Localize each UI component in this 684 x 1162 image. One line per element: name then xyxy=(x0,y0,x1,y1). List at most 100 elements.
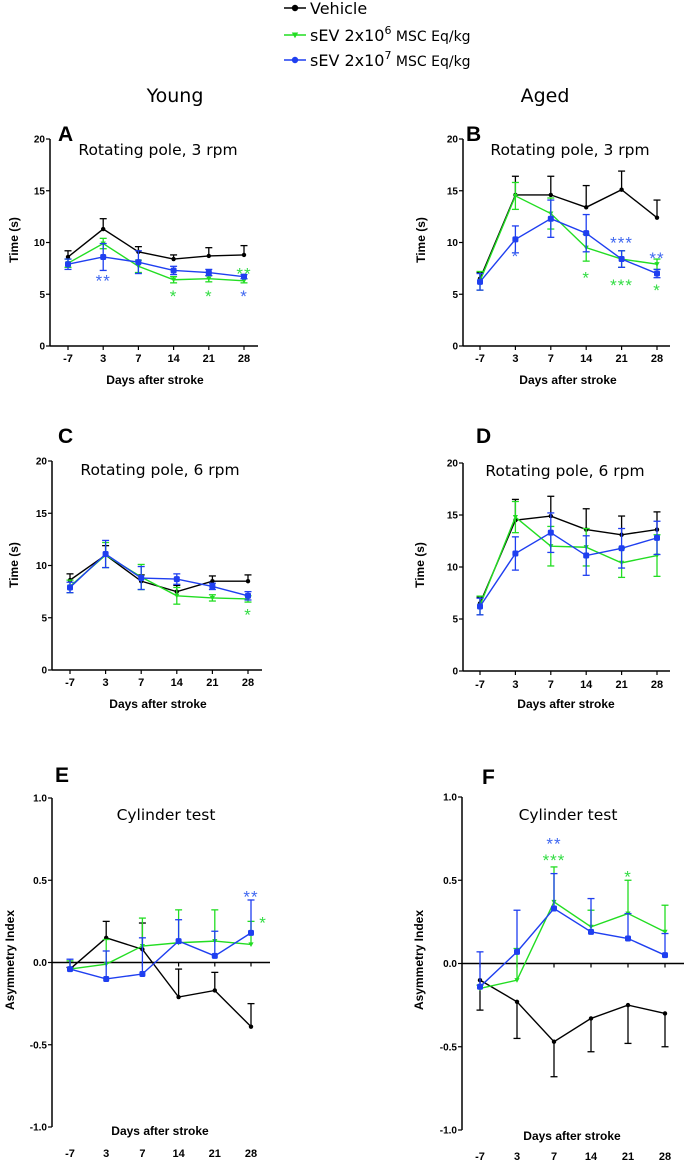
x-tick-label: 14 xyxy=(167,353,180,365)
y-tick-label: 10 xyxy=(34,238,46,249)
marker-triangle xyxy=(248,942,254,948)
series-sev-2x10e6 xyxy=(476,500,661,616)
data-point xyxy=(512,550,519,557)
significance-marker: *** xyxy=(543,851,566,870)
x-tick-label: 21 xyxy=(209,1148,221,1160)
data-point xyxy=(477,603,483,610)
x-tick-label: 28 xyxy=(651,679,663,691)
y-tick-label: 10 xyxy=(447,238,459,249)
x-tick-label: 28 xyxy=(238,353,250,365)
column-header-aged: Aged xyxy=(521,85,570,107)
significance-marker: * xyxy=(582,269,590,288)
chart-title: Cylinder test xyxy=(519,806,618,824)
y-axis-label: Asymmetry Index xyxy=(412,910,426,1010)
x-axis-label: Days after stroke xyxy=(111,1124,209,1138)
series-line xyxy=(479,900,666,990)
data-point xyxy=(65,261,71,268)
significance-marker: * xyxy=(512,247,520,266)
x-tick-label: 3 xyxy=(512,679,518,691)
panel-letter: F xyxy=(482,766,495,789)
series-sev-2x10e7 xyxy=(64,242,248,280)
series-line xyxy=(67,256,245,278)
panel-letter: B xyxy=(466,123,481,146)
series-sev-2x10e7 xyxy=(476,199,661,291)
data-point xyxy=(102,551,109,558)
marker-triangle xyxy=(209,595,215,601)
y-tick-label: 20 xyxy=(36,457,48,468)
data-point xyxy=(248,1024,254,1029)
data-point xyxy=(135,259,142,266)
y-tick-label: 5 xyxy=(39,290,45,301)
significance-marker: * xyxy=(244,605,252,624)
significance-marker: * xyxy=(170,287,178,306)
series-line xyxy=(479,515,658,604)
y-tick-label: 0.5 xyxy=(33,876,47,887)
y-axis-label: Asymmetry Index xyxy=(3,910,17,1010)
x-tick-label: 14 xyxy=(580,679,593,691)
x-axis-label: Days after stroke xyxy=(109,697,207,711)
y-tick-label: 5 xyxy=(452,290,458,301)
data-point xyxy=(618,545,625,552)
data-point xyxy=(662,1011,668,1016)
series-sev-2x10e7 xyxy=(66,899,255,982)
chart-title: Rotating pole, 6 rpm xyxy=(485,462,644,480)
series-line xyxy=(69,937,252,1028)
significance-marker: * xyxy=(259,914,267,933)
data-point xyxy=(583,552,590,559)
x-tick-label: 7 xyxy=(139,1148,145,1160)
x-tick-label: 3 xyxy=(100,353,106,365)
x-tick-label: 3 xyxy=(103,1148,109,1160)
x-tick-label: 21 xyxy=(615,679,627,691)
panel-letter: A xyxy=(58,123,73,146)
series-vehicle xyxy=(476,977,669,1078)
legend-label: Vehicle xyxy=(310,0,367,18)
x-tick-label: 14 xyxy=(171,677,184,689)
data-point xyxy=(101,226,106,232)
marker-point xyxy=(291,56,299,64)
data-point xyxy=(477,983,483,990)
data-point xyxy=(173,576,180,583)
legend-label-text: sEV 2x10 xyxy=(310,51,384,70)
marker-point xyxy=(291,4,299,12)
x-tick-label: -7 xyxy=(65,677,75,689)
y-tick-label: 0 xyxy=(39,342,45,353)
data-point xyxy=(588,928,594,935)
series-sev-2x10e7 xyxy=(66,539,252,601)
series-line xyxy=(69,553,249,597)
x-tick-label: -7 xyxy=(63,353,73,365)
y-tick-label: 15 xyxy=(34,186,46,197)
marker-triangle xyxy=(174,593,180,599)
significance-marker: ** xyxy=(243,887,258,906)
y-tick-label: 15 xyxy=(447,511,459,522)
x-tick-label: -7 xyxy=(65,1148,75,1160)
y-tick-label: 1.0 xyxy=(33,794,47,805)
x-axis-label: Days after stroke xyxy=(523,1129,621,1143)
data-point xyxy=(551,905,557,912)
x-tick-label: 7 xyxy=(138,677,144,689)
x-tick-label: 14 xyxy=(580,353,593,365)
series-line xyxy=(67,228,245,260)
data-point xyxy=(103,975,110,982)
data-point xyxy=(100,253,107,260)
data-point xyxy=(245,592,251,599)
y-tick-label: 5 xyxy=(41,613,47,624)
marker-triangle xyxy=(206,276,212,282)
data-point xyxy=(514,999,520,1004)
chart-title: Cylinder test xyxy=(117,806,216,824)
data-point xyxy=(67,966,73,973)
panel-d: D Rotating pole, 6 rpm 0 5 10 15 20 Time (s) -7 3… xyxy=(413,425,670,711)
y-tick-label: 0.0 xyxy=(443,959,457,970)
data-point xyxy=(205,269,212,276)
data-point xyxy=(547,529,554,536)
y-tick-label: 0.5 xyxy=(443,876,457,887)
data-point xyxy=(138,575,145,582)
marker-triangle xyxy=(291,32,299,39)
data-point xyxy=(170,267,177,274)
y-axis-label: Time (s) xyxy=(414,217,428,263)
y-tick-label: 0.0 xyxy=(33,958,47,969)
y-tick-label: 1.0 xyxy=(443,793,457,804)
x-tick-label: 28 xyxy=(651,353,663,365)
series-sev-2x10e6 xyxy=(476,866,669,992)
x-axis-label: Days after stroke xyxy=(519,373,617,387)
panel-f: F Cylinder test -1.0 -0.5 0.0 0.5 1.0 Asymmetry… xyxy=(412,766,684,1162)
